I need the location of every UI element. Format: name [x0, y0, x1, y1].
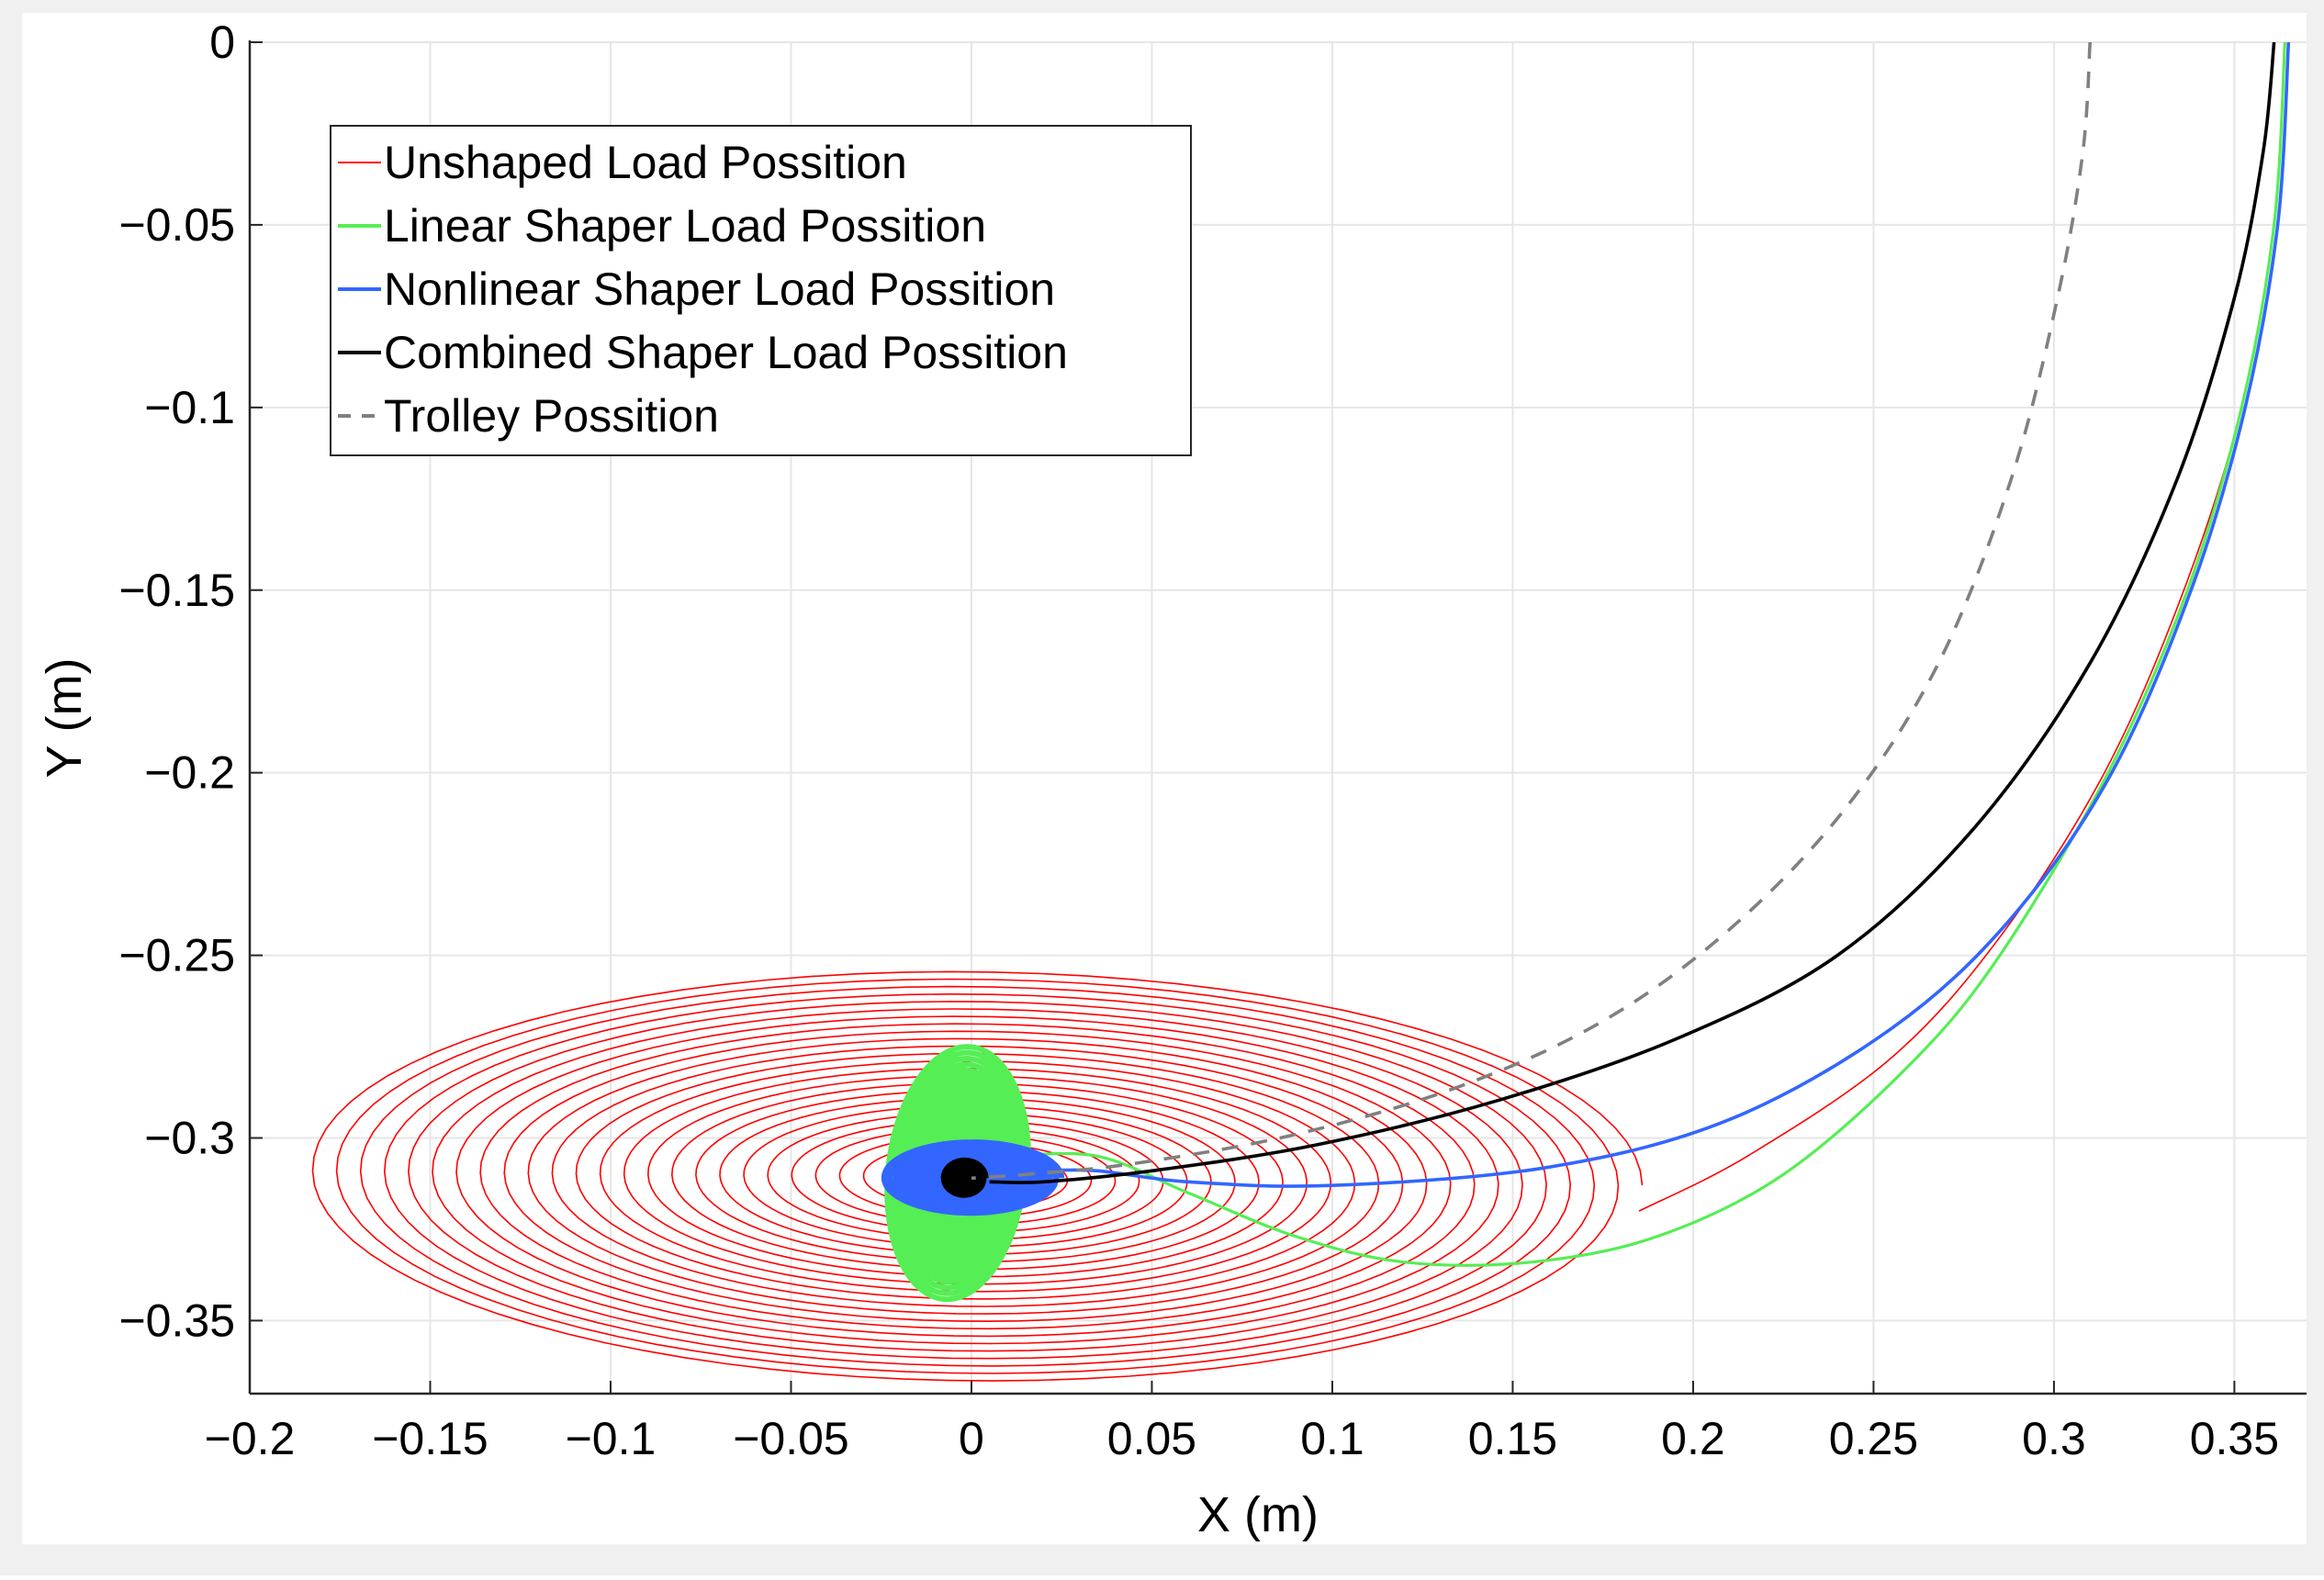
- legend-box: [330, 125, 1192, 456]
- y-tick-label: −0.35: [118, 1294, 235, 1346]
- y-axis-label: Y (m): [37, 658, 92, 779]
- x-tick-label: 0.1: [1300, 1413, 1364, 1464]
- y-tick-label: −0.2: [144, 747, 235, 799]
- legend-label: Linear Shaper Load Possition: [384, 200, 986, 252]
- y-tick-label: −0.3: [144, 1113, 235, 1164]
- x-tick-label: 0.15: [1468, 1413, 1557, 1464]
- axes-layer: [248, 40, 2307, 1395]
- legend-entry[interactable]: Nonlinear Shaper Load Possition: [338, 263, 1055, 315]
- legend[interactable]: Unshaped Load Possition Linear Shaper Loa…: [330, 125, 1192, 456]
- y-tick-label: −0.15: [118, 565, 235, 616]
- legend-label: Nonlinear Shaper Load Possition: [384, 263, 1055, 315]
- x-tick-label: −0.1: [566, 1413, 657, 1464]
- legend-entry[interactable]: Combined Shaper Load Possition: [338, 327, 1068, 378]
- series-layer: [311, 42, 2291, 1382]
- x-tick-label: 0.2: [1661, 1413, 1725, 1464]
- x-tick-label: −0.15: [372, 1413, 488, 1464]
- x-tick-label: 0.3: [2022, 1413, 2086, 1464]
- x-tick-label: 0.05: [1107, 1413, 1196, 1464]
- x-axis-label: X (m): [1197, 1487, 1319, 1542]
- legend-entry[interactable]: Unshaped Load Possition: [338, 137, 907, 188]
- trolley-path-line: [971, 42, 2092, 1181]
- x-tick-label: 0.25: [1829, 1413, 1918, 1464]
- legend-label: Trolley Possition: [384, 390, 719, 442]
- series-4: [971, 42, 2092, 1181]
- y-tick-label: −0.1: [144, 382, 235, 433]
- legend-label: Combined Shaper Load Possition: [384, 327, 1068, 378]
- series-3: [940, 42, 2276, 1198]
- x-tick-label: −0.05: [733, 1413, 849, 1464]
- x-tick-label: 0: [959, 1413, 984, 1464]
- legend-entry[interactable]: Linear Shaper Load Possition: [338, 200, 986, 252]
- tick-layer: −0.2 −0.15 −0.1 −0.05 0 0.05 0.1 0.15 0.2 0.25 0.3…: [118, 17, 2279, 1464]
- series-approach-line: [989, 42, 2276, 1184]
- y-tick-label: 0: [209, 17, 235, 68]
- y-tick-label: −0.25: [118, 930, 235, 981]
- series-approach-line: [1007, 42, 2286, 1267]
- legend-label: Unshaped Load Possition: [384, 137, 907, 188]
- series-oscillation-fill: [946, 1162, 983, 1194]
- y-tick-label: −0.05: [118, 199, 235, 251]
- x-tick-label: −0.2: [205, 1413, 296, 1464]
- legend-entry[interactable]: Trolley Possition: [338, 390, 719, 442]
- series-approach-line: [1043, 42, 2291, 1188]
- x-tick-label: 0.35: [2190, 1413, 2279, 1464]
